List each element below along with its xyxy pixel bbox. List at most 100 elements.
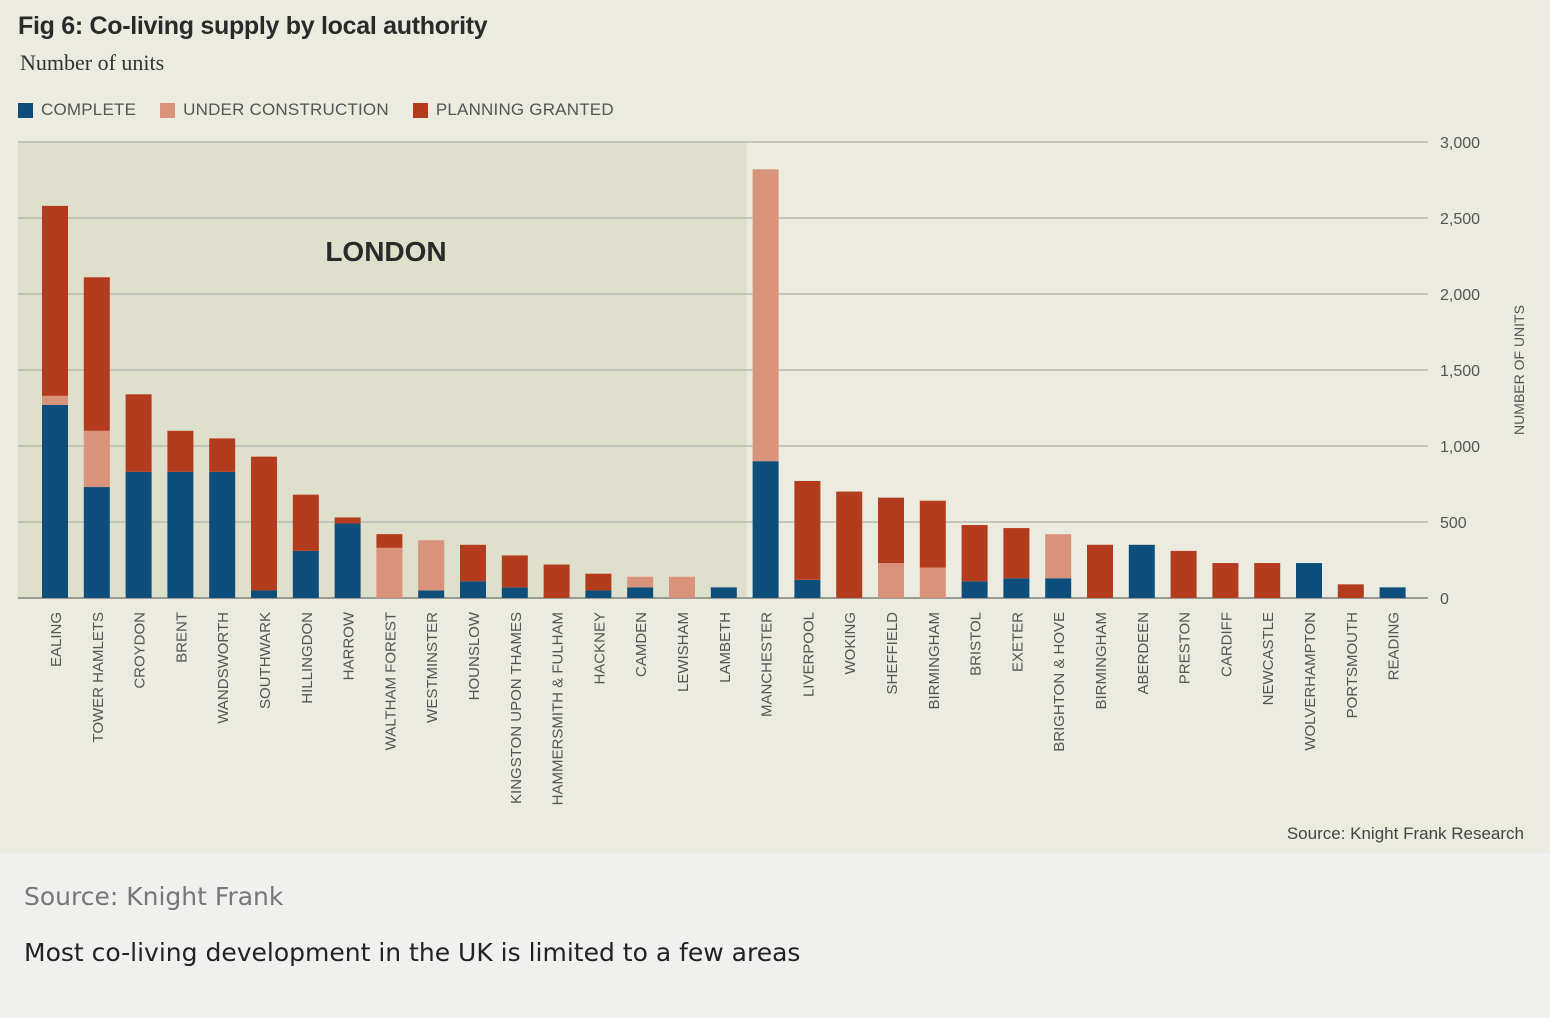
legend-swatch-complete [18, 102, 33, 118]
bar-complete-croydon [125, 471, 152, 598]
bar-complete-liverpool [794, 579, 821, 598]
x-tick-label: PORTSMOUTH [1344, 612, 1361, 718]
bar-planning-granted-hillingdon [292, 494, 319, 551]
bar-complete-lambeth [710, 587, 737, 598]
x-tick-label: EXETER [1009, 612, 1026, 672]
bar-planning-granted-hammersmith-fulham [543, 564, 570, 598]
legend-item-complete: COMPLETE [18, 100, 136, 120]
x-tick-label: LAMBETH [717, 612, 734, 683]
bar-complete-ealing [42, 404, 68, 598]
x-tick-label: HACKNEY [591, 612, 608, 685]
bar-under-construction-lewisham [669, 576, 695, 598]
x-tick-label: ABERDEEN [1135, 612, 1152, 695]
y-tick-label: 2,000 [1440, 287, 1480, 304]
bar-under-construction-westminster [418, 540, 445, 591]
bar-complete-hackney [585, 590, 612, 598]
x-tick-label: WOKING [842, 612, 859, 675]
bar-complete-harrow [334, 523, 361, 598]
bar-planning-granted-exeter [1003, 528, 1030, 579]
bar-planning-granted-croydon [125, 394, 152, 472]
x-tick-label: CARDIFF [1218, 612, 1235, 677]
x-tick-label: MANCHESTER [759, 612, 776, 717]
x-tick-label: LIVERPOOL [800, 612, 817, 697]
bar-planning-granted-southwark [251, 456, 277, 591]
chart-title: Fig 6: Co-living supply by local authori… [18, 12, 488, 40]
chart-figure: Fig 6: Co-living supply by local authori… [0, 0, 1550, 853]
x-tick-label: HOUNSLOW [466, 611, 483, 700]
chart-plot: LONDON 0 500 1,000 1,500 2,000 2,500 3,000 NUMBE… [18, 135, 1527, 805]
bar-complete-southwark [251, 590, 277, 598]
bar-planning-granted-portsmouth [1337, 584, 1364, 598]
bar-under-construction-sheffield [878, 563, 904, 598]
bar-planning-granted-ealing [42, 205, 68, 396]
bar-under-construction-waltham-forest [376, 547, 403, 598]
bar-complete-brent [167, 471, 194, 598]
bar-under-construction-ealing [42, 395, 68, 405]
y-tick-label: 1,500 [1440, 363, 1480, 380]
x-tick-label: CROYDON [132, 612, 149, 689]
bar-planning-granted-hounslow [460, 544, 486, 582]
bar-complete-exeter [1003, 578, 1030, 598]
y-axis-title: NUMBER OF UNITS [1511, 305, 1527, 435]
x-tick-label: EALING [48, 612, 65, 667]
x-tick-label: WALTHAM FOREST [382, 612, 399, 750]
x-tick-label: SHEFFIELD [884, 612, 901, 695]
bar-under-construction-tower-hamlets [83, 430, 110, 488]
bar-complete-aberdeen [1128, 544, 1155, 598]
legend-label-complete: COMPLETE [41, 100, 137, 119]
chart-source: Source: Knight Frank Research [1286, 824, 1524, 843]
bar-planning-granted-waltham-forest [376, 534, 403, 548]
bar-complete-bristol [961, 581, 988, 598]
bar-planning-granted-wandsworth [209, 438, 236, 472]
bar-planning-granted-birmingham [1087, 544, 1113, 598]
bar-complete-wandsworth [209, 471, 236, 598]
x-tick-label: BIRMINGHAM [926, 612, 943, 710]
bar-complete-hillingdon [292, 550, 319, 598]
legend-item-under-construction: UNDER CONSTRUCTION [160, 100, 389, 120]
bar-complete-westminster [418, 590, 445, 598]
y-tick-label: 2,500 [1440, 211, 1480, 228]
chart-legend: COMPLETE UNDER CONSTRUCTION PLANNING GRA… [18, 100, 638, 120]
bar-planning-granted-sheffield [878, 497, 904, 564]
legend-item-planning-granted: PLANNING GRANTED [412, 100, 614, 120]
y-tick-label: 500 [1440, 515, 1467, 532]
bar-planning-granted-birmingham [919, 500, 946, 568]
bar-planning-granted-brent [167, 430, 194, 472]
bar-under-construction-birmingham [919, 567, 946, 598]
x-tick-label: BRISTOL [968, 612, 985, 676]
bar-under-construction-brighton-hove [1045, 534, 1072, 579]
bar-planning-granted-preston [1170, 550, 1197, 598]
bar-planning-granted-kingston-upon-thames [501, 555, 528, 588]
legend-swatch-under-construction [160, 102, 176, 118]
bar-planning-granted-tower-hamlets [83, 277, 110, 431]
x-tick-label: HARROW [341, 611, 358, 680]
x-tick-label: WOLVERHAMPTON [1302, 612, 1319, 751]
bar-complete-reading [1379, 587, 1406, 598]
bar-complete-kingston-upon-thames [501, 587, 528, 598]
x-tick-label: WESTMINSTER [424, 612, 441, 723]
bar-planning-granted-liverpool [794, 480, 821, 580]
bar-under-construction-manchester [752, 169, 779, 462]
bar-planning-granted-newcastle [1254, 563, 1281, 598]
x-tick-label: LEWISHAM [675, 612, 692, 692]
bar-complete-wolverhampton [1296, 563, 1322, 598]
y-tick-label: 1,000 [1440, 439, 1480, 456]
x-tick-label: HILLINGDON [299, 612, 316, 704]
bar-complete-camden [627, 587, 654, 598]
bar-under-construction-camden [627, 576, 654, 588]
x-tick-label: KINGSTON UPON THAMES [508, 612, 525, 804]
x-tick-label: TOWER HAMLETS [90, 612, 107, 743]
x-tick-label: SOUTHWARK [257, 612, 274, 709]
x-tick-label: PRESTON [1177, 612, 1194, 684]
legend-swatch-planning-granted [412, 102, 428, 118]
chart-subtitle: Number of units [20, 50, 165, 75]
y-tick-label: 3,000 [1440, 135, 1480, 152]
x-tick-label: NEWCASTLE [1260, 612, 1277, 705]
caption-text: Most co-living development in the UK is … [24, 938, 801, 967]
x-tick-label: WANDSWORTH [215, 612, 232, 724]
legend-label-planning-granted: PLANNING GRANTED [435, 100, 614, 119]
caption-source: Source: Knight Frank [24, 882, 284, 911]
x-tick-label: CAMDEN [633, 612, 650, 677]
bar-planning-granted-bristol [961, 525, 988, 582]
bar-complete-hounslow [460, 581, 486, 598]
